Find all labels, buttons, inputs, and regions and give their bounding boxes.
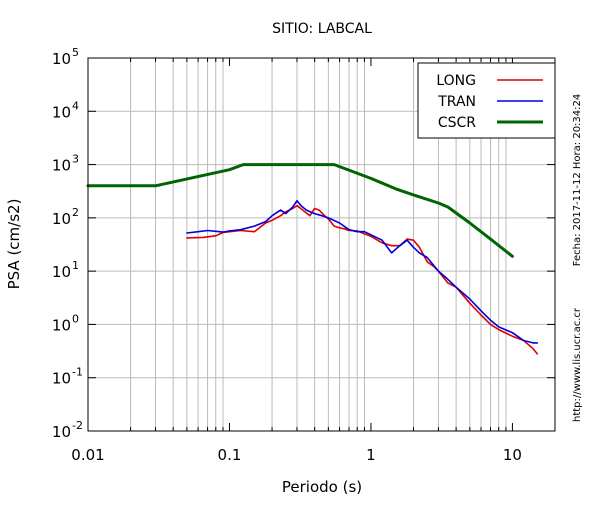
x-tick-label: 10: [503, 446, 522, 464]
y-tick-exponent: 0: [72, 312, 79, 325]
y-tick-label: 10: [52, 370, 71, 388]
y-tick-label: 10: [52, 210, 71, 228]
y-tick-label: 10: [52, 50, 71, 68]
y-axis-label: PSA (cm/s2): [5, 199, 23, 290]
ticks: [87, 57, 556, 432]
series-lines: [86, 163, 539, 355]
y-tick-exponent: 1: [72, 259, 79, 272]
legend-label-tran: TRAN: [437, 94, 476, 110]
y-tick-exponent: 3: [72, 153, 79, 166]
series-line-long: [186, 204, 539, 355]
legend: LONG TRAN CSCR: [417, 62, 556, 139]
y-tick-label: 10: [52, 103, 71, 121]
y-tick-exponent: 4: [72, 99, 79, 112]
x-tick-label: 0.1: [218, 446, 242, 464]
x-tick-label: 1: [366, 446, 376, 464]
legend-label-cscr: CSCR: [438, 115, 476, 131]
y-tick-exponent: 2: [72, 206, 79, 219]
timestamp-text: Fecha: 2017-11-12 Hora: 20:34:24: [572, 94, 583, 267]
y-tick-label: 10: [52, 316, 71, 334]
y-tick-exponent: -1: [72, 366, 83, 379]
legend-label-long: LONG: [436, 73, 476, 89]
y-tick-label: 10: [52, 263, 71, 281]
legend-items: LONG TRAN CSCR: [436, 73, 543, 131]
series-line-cscr: [86, 163, 514, 258]
y-tick-label: 10: [52, 423, 71, 441]
y-tick-label: 10: [52, 157, 71, 175]
x-axis-label: Periodo (s): [282, 478, 362, 496]
plot-frame: [87, 57, 556, 432]
y-tick-exponent: 5: [72, 46, 79, 59]
series-line-tran: [186, 199, 539, 344]
y-tick-exponent: -2: [72, 419, 83, 432]
chart-title: SITIO: LABCAL: [272, 21, 372, 37]
x-tick-label: 0.01: [71, 446, 104, 464]
source-url-text: http://www.lis.ucr.ac.cr: [572, 307, 583, 422]
